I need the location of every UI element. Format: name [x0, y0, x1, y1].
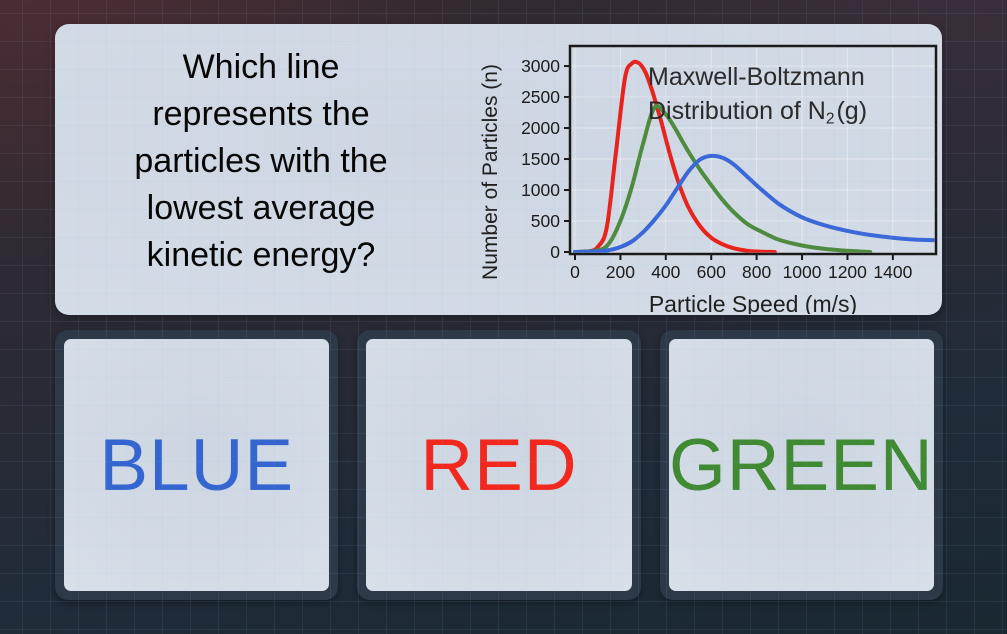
x-tick-label: 400: [651, 262, 680, 282]
question-text: Which line represents the particles with…: [55, 44, 467, 279]
chart-svg: 0 200 400 600 800 1000 1200 1400 0 500 1000 1500 200…: [479, 44, 938, 314]
y-tick-label: 0: [550, 242, 560, 262]
y-axis-label: Number of Particles (n): [479, 64, 502, 280]
chart-curve-green: [573, 104, 873, 253]
question-line: lowest average: [146, 189, 376, 227]
answer-button-red[interactable]: RED: [357, 330, 641, 600]
y-tick-label: 2000: [521, 118, 560, 138]
answer-label: RED: [366, 339, 632, 591]
question-line: particles with the: [134, 142, 388, 180]
chart-curve-blue: [573, 153, 935, 253]
y-tick-label: 500: [531, 211, 560, 231]
chart-curve-red: [573, 59, 777, 253]
y-tick-label: 1500: [521, 149, 560, 169]
question-line: kinetic energy?: [146, 236, 376, 274]
answer-button-green[interactable]: GREEN: [659, 330, 943, 600]
answer-button-blue[interactable]: BLUE: [55, 330, 339, 600]
chart-title-line1: Maxwell-Boltzmann: [648, 63, 865, 91]
question-line: Which line: [182, 48, 340, 86]
y-tick-label: 3000: [521, 56, 560, 76]
question-line: represents the: [152, 95, 370, 133]
chart-title-line2: Distribution of N2(g): [648, 97, 868, 128]
x-tick-label: 800: [742, 262, 771, 282]
y-tick-label: 1000: [521, 180, 560, 200]
answers-row: BLUE RED GREEN: [55, 330, 943, 600]
y-tick-label: 2500: [521, 87, 560, 107]
plot-border: [568, 44, 938, 256]
x-tick-label: 200: [606, 262, 635, 282]
x-tick-label: 0: [570, 262, 580, 282]
x-tick-label: 1000: [783, 262, 822, 282]
x-axis-label: Particle Speed (m/s): [649, 291, 857, 314]
x-tick-label: 600: [697, 262, 726, 282]
chart-title: Maxwell-Boltzmann Distribution of N2(g): [648, 60, 938, 136]
answer-label: GREEN: [668, 339, 934, 591]
x-tick-label: 1200: [828, 262, 867, 282]
maxwell-boltzmann-chart: 0 200 400 600 800 1000 1200 1400 0 500 1000 1500 200…: [475, 34, 942, 314]
x-tick-label: 1400: [873, 262, 912, 282]
answer-label: BLUE: [64, 339, 330, 591]
question-card: Which line represents the particles with…: [55, 24, 942, 315]
